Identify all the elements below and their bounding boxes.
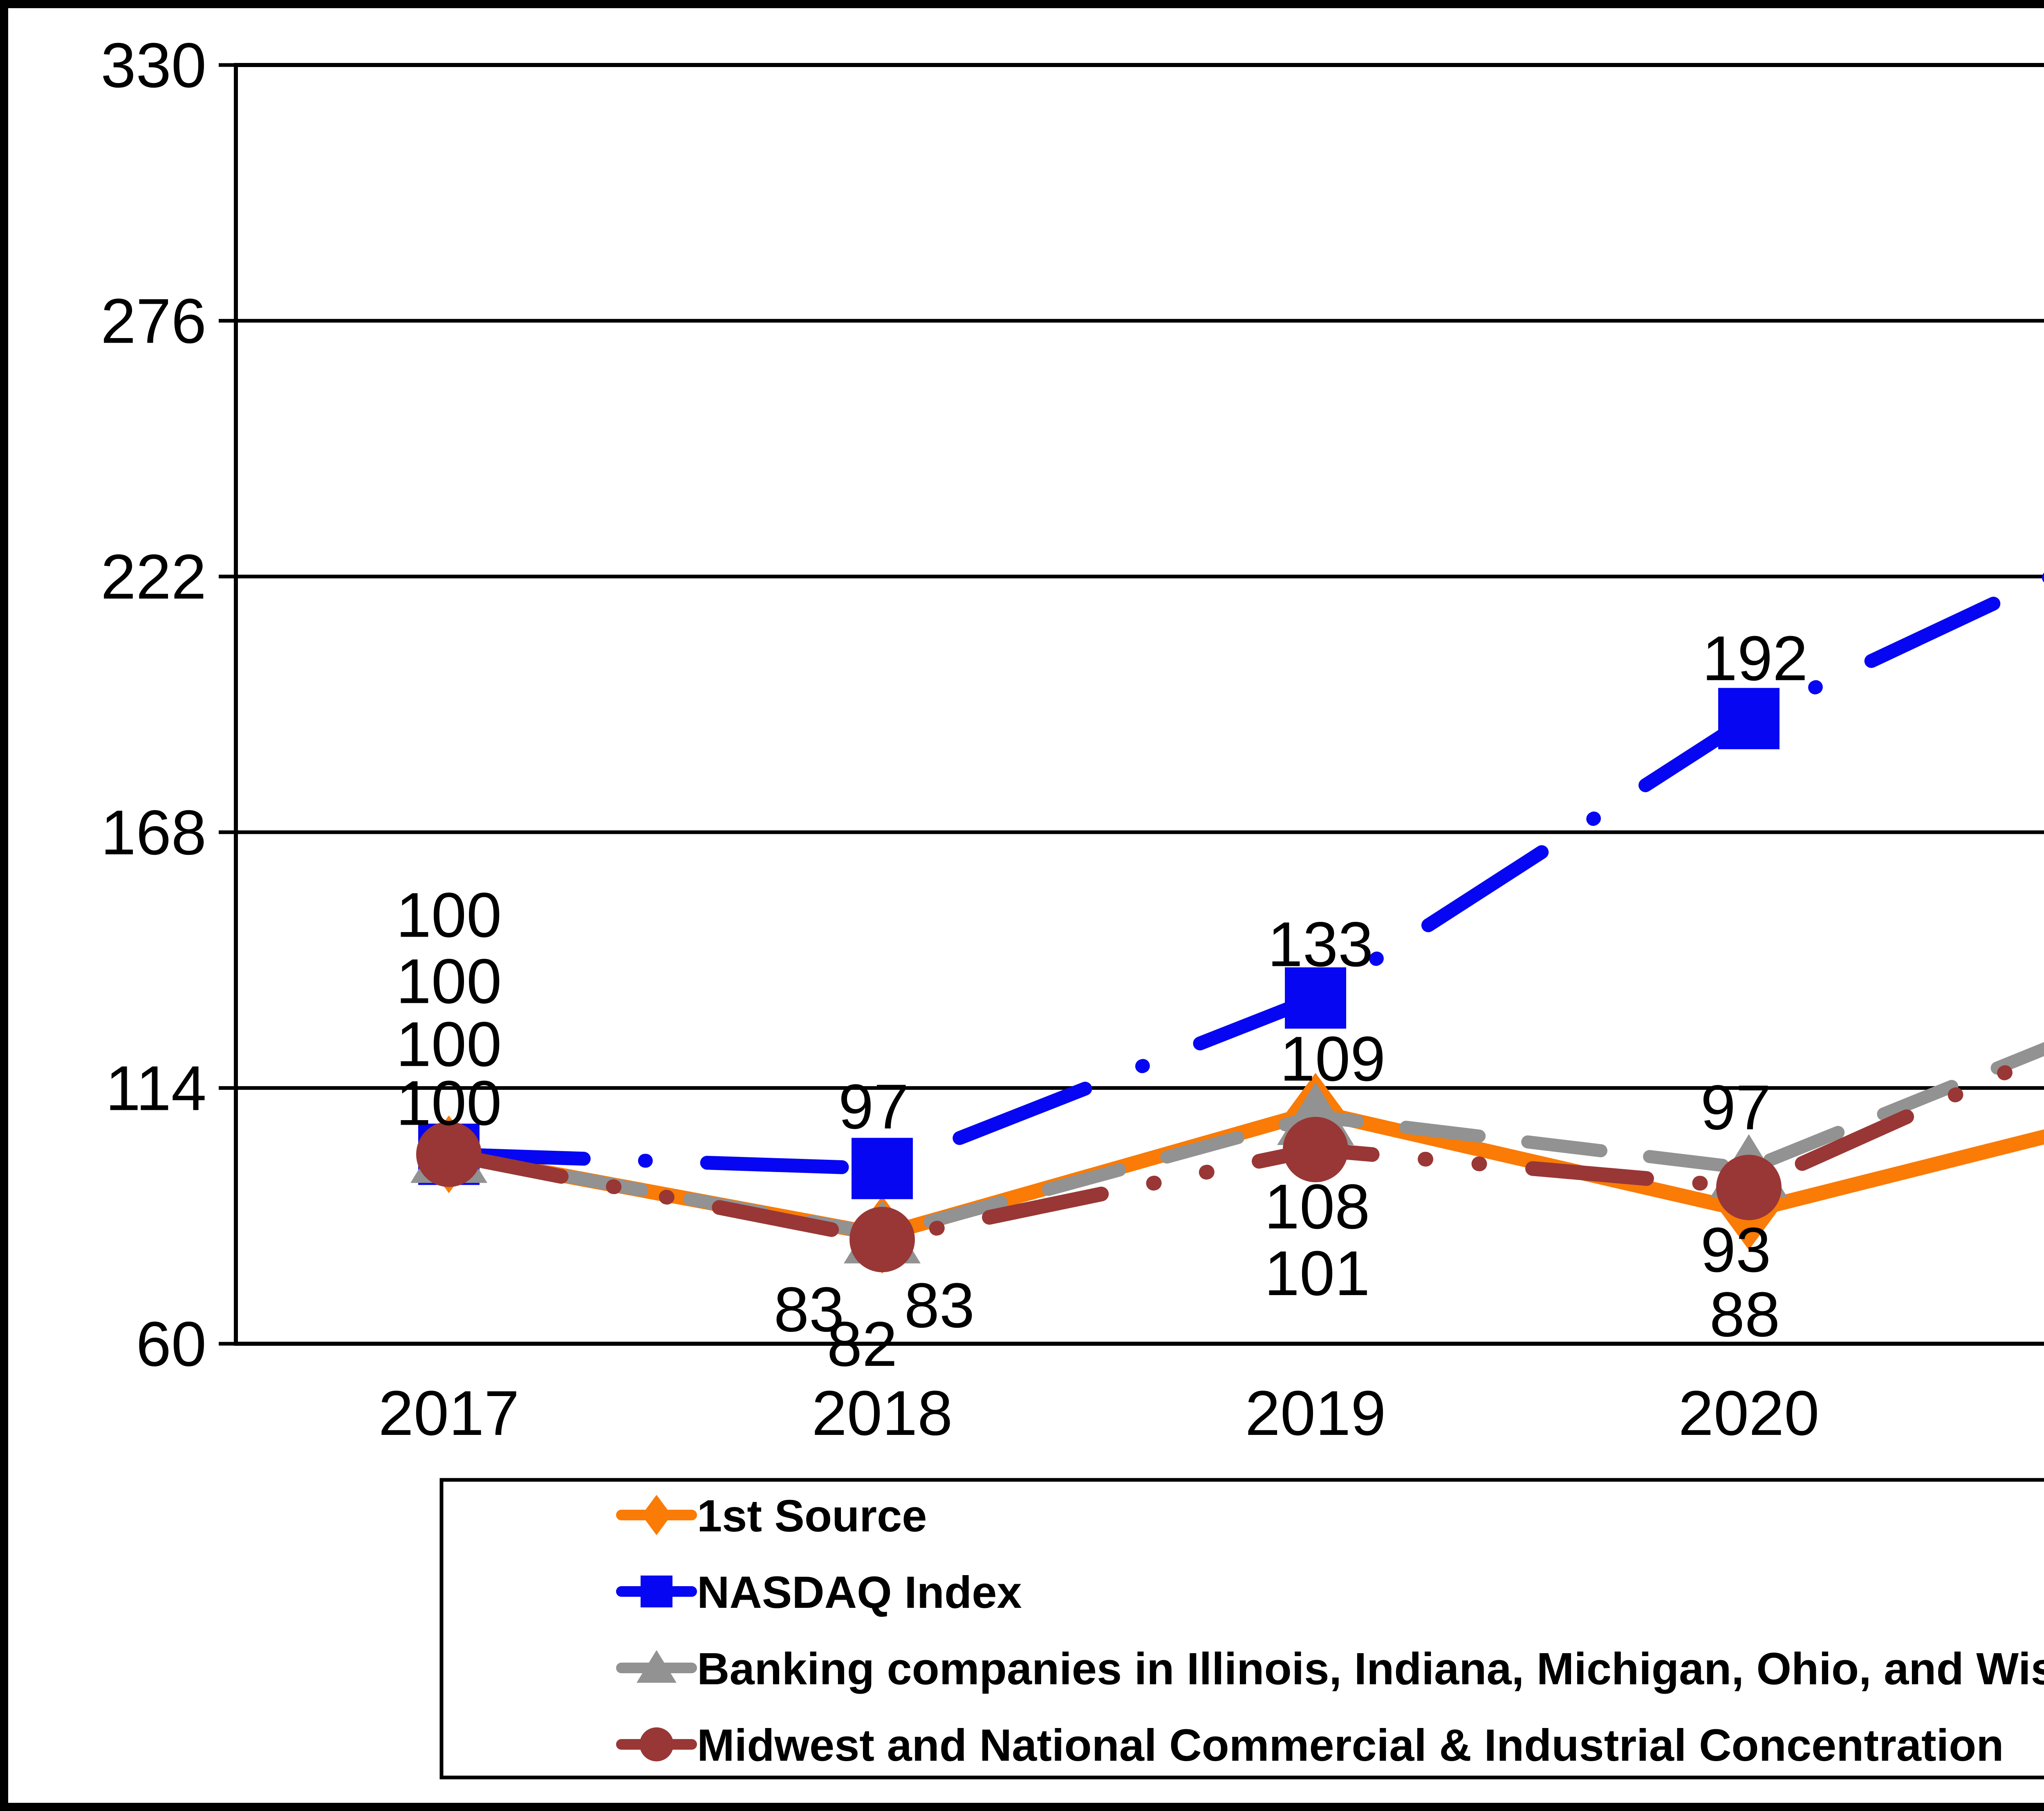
data-label-2018-82: 82 (827, 1309, 897, 1379)
y-axis-label-168: 168 (101, 797, 206, 868)
point-2018-circle-marker (849, 1207, 915, 1273)
y-axis-label-276: 276 (101, 286, 206, 356)
gridlines-group (236, 319, 2044, 1090)
data-label-2018-83: 83 (774, 1274, 844, 1345)
data-label-2020-88: 88 (1710, 1279, 1780, 1350)
legend-label: Midwest and National Commercial & Indust… (697, 1720, 2004, 1771)
y-axis-label-60: 60 (136, 1309, 206, 1379)
legend-item-nasdaq-index: NASDAQ Index (616, 1567, 1022, 1618)
legend-item-banking-companies: Banking companies in Illinois, Indiana, … (616, 1644, 2044, 1694)
y-axis-label-330: 330 (101, 30, 206, 101)
y-axis-labels-group: 330 276 222 168 114 60 (101, 30, 206, 1379)
data-label-2019-133: 133 (1268, 909, 1374, 979)
legend-box (439, 1478, 2044, 1780)
data-label-2020-97: 97 (1701, 1072, 1771, 1143)
legend-circle-marker (639, 1727, 674, 1762)
legend-square-marker (641, 1576, 672, 1607)
data-label-2020-93: 93 (1701, 1215, 1771, 1285)
y-axis-ticks-group (219, 63, 236, 1346)
point-2020-square-marker (1718, 688, 1780, 749)
plot-border-group (234, 63, 2044, 1346)
data-label-2020-192: 192 (1702, 623, 1808, 694)
x-axis-label-2019: 2019 (1245, 1378, 1386, 1448)
series-midwest-national-ci (416, 1047, 2044, 1273)
data-label-2018-97: 97 (838, 1071, 909, 1142)
data-label-2017-100: 100 (396, 880, 502, 950)
legend-item-1st-source: 1st Source (616, 1491, 927, 1541)
y-axis-label-222: 222 (101, 541, 206, 612)
data-label-2017-100: 100 (396, 1009, 502, 1080)
legend-label: 1st Source (697, 1491, 927, 1541)
series-line (442, 572, 2044, 1176)
data-label-2017-100: 100 (396, 1068, 502, 1139)
legend-label: Banking companies in Illinois, Indiana, … (697, 1644, 2044, 1694)
legend-label: NASDAQ Index (697, 1567, 1022, 1618)
point-2017-circle-marker (416, 1121, 482, 1187)
series-lines-group (410, 572, 2044, 1274)
data-labels-group: 1008310988111122100971331922351591008310… (396, 623, 1808, 1379)
legend-group: 1st Source NASDAQ Index Banking companies … (439, 1478, 2044, 1780)
data-label-2019-101: 101 (1264, 1238, 1370, 1309)
data-label-2019-108: 108 (1264, 1171, 1370, 1242)
x-axis-label-2018: 2018 (812, 1378, 953, 1448)
y-axis-label-114: 114 (105, 1053, 206, 1123)
x-axis-label-2020: 2020 (1679, 1378, 1820, 1448)
data-label-2017-100: 100 (396, 946, 502, 1017)
legend-item-midwest-national-ci: Midwest and National Commercial & Indust… (616, 1720, 2004, 1771)
data-label-2019-109: 109 (1280, 1023, 1386, 1094)
point-2019-square-marker (1285, 967, 1346, 1029)
x-axis-label-2017: 2017 (379, 1378, 520, 1448)
point-2019-circle-marker (1283, 1117, 1348, 1183)
series-line (442, 1047, 2044, 1247)
point-2020-circle-marker (1716, 1154, 1782, 1220)
data-label-2018-83: 83 (904, 1270, 975, 1341)
point-2018-square-marker (852, 1138, 913, 1199)
legend-triangle-marker (637, 1650, 677, 1683)
x-axis-labels-group: 201720182019202020212022 (379, 1378, 1820, 1448)
legend-diamond-marker (641, 1495, 672, 1535)
plot-area-border (234, 63, 2044, 1346)
